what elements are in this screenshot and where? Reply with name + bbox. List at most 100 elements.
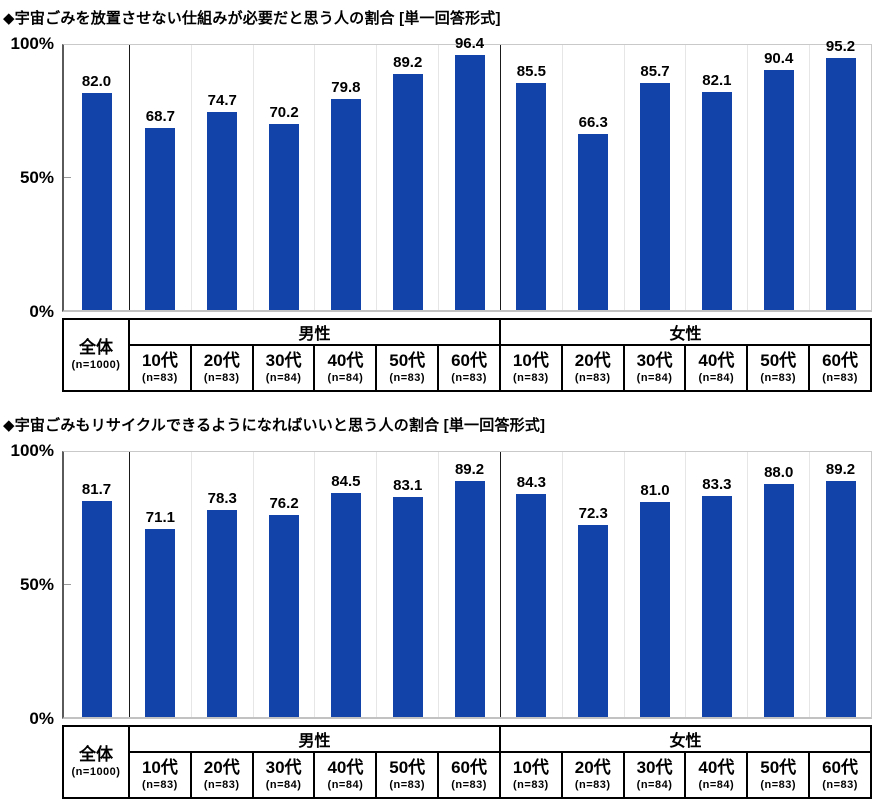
bar-column: 71.1: [130, 452, 192, 717]
bar-value-label: 83.3: [702, 476, 732, 494]
bar-value-label: 89.2: [825, 460, 856, 478]
bar-column: 83.1: [377, 452, 440, 717]
total-label: 全体: [79, 745, 113, 765]
age-label: 20代: [203, 351, 240, 371]
bar-column: 82.1: [686, 45, 749, 310]
table-age-cell: 30代 (n=84): [251, 344, 316, 392]
n-label: (n=84): [265, 778, 302, 791]
bar: [207, 112, 238, 310]
bar: [640, 502, 671, 717]
bar-value-label: 89.2: [393, 53, 423, 71]
table-age-cell: 30代 (n=84): [622, 344, 687, 392]
chart-block-space-debris-rules: ◆宇宙ごみを放置させない仕組みが必要だと思う人の割合 [単一回答形式] 100%…: [0, 0, 880, 392]
n-label: (n=83): [574, 371, 611, 384]
y-axis-tick-50: [64, 583, 71, 585]
table-age-cell: 40代 (n=84): [684, 751, 749, 799]
bar-column: 89.2: [810, 452, 871, 717]
table-age-cell: 20代 (n=83): [189, 751, 254, 799]
bar-column: 79.8: [315, 45, 378, 310]
n-label: (n=84): [636, 371, 673, 384]
bar-value-label: 82.1: [702, 72, 732, 90]
bar-column: 89.2: [439, 452, 501, 717]
bar: [454, 54, 485, 310]
table-age-cell: 20代 (n=83): [189, 344, 254, 392]
bar: [578, 134, 609, 310]
table-age-cell: 40代 (n=84): [313, 344, 378, 392]
y-axis-label-100: 100%: [10, 34, 54, 53]
bar-column: 74.7: [192, 45, 254, 310]
bar-value-label: 78.3: [207, 489, 237, 507]
age-label: 10代: [512, 758, 549, 778]
table-age-cell: 10代 (n=83): [498, 344, 563, 392]
plot-area-wrapper: 100% 50% 0% 82.0 68.7 74.7 70.2 79.8 89.2 96.4…: [11, 34, 872, 321]
table-age-cell: 60代 (n=83): [808, 751, 872, 799]
bar-column: 95.2: [810, 38, 871, 310]
bar-column: 66.3: [563, 45, 625, 310]
n-label: (n=84): [698, 778, 735, 791]
table-age-cell: 40代 (n=84): [684, 344, 749, 392]
bar: [640, 82, 671, 310]
n-label: (n=83): [142, 778, 178, 791]
bar: [763, 483, 794, 717]
bar-column: 70.2: [254, 45, 316, 310]
age-label: 20代: [574, 758, 611, 778]
y-axis-label-50: 50%: [19, 168, 54, 187]
bar-value-label: 81.7: [81, 480, 112, 498]
table-total-cell: 全体 (n=1000): [62, 725, 130, 799]
bar: [81, 500, 112, 717]
bar: [145, 127, 176, 310]
y-axis-label-50: 50%: [19, 575, 54, 594]
age-label: 30代: [265, 758, 302, 778]
age-label: 40代: [698, 758, 735, 778]
bar-value-label: 95.2: [825, 37, 856, 55]
y-axis-label-100: 100%: [10, 441, 54, 460]
age-label: 10代: [141, 351, 178, 371]
chart-title: ◆宇宙ごみもリサイクルできるようになればいいと思う人の割合 [単一回答形式]: [3, 417, 546, 434]
n-label: (n=83): [389, 778, 426, 791]
bar: [825, 57, 856, 310]
table-age-cell: 60代 (n=83): [808, 344, 872, 392]
bar-column: 82.0: [64, 45, 130, 310]
category-axis-table: 全体 (n=1000) 男性 女性 10代 (n=83) 20代 (n=83) 30代 (n=84…: [62, 725, 873, 799]
age-label: 40代: [327, 758, 364, 778]
age-label: 60代: [451, 351, 488, 371]
bar-value-label: 88.0: [764, 463, 794, 481]
age-label: 10代: [141, 758, 178, 778]
chart-block-space-debris-recycle: ◆宇宙ごみもリサイクルできるようになればいいと思う人の割合 [単一回答形式] 1…: [0, 407, 880, 799]
bar-value-label: 79.8: [331, 78, 361, 96]
table-age-cell: 50代 (n=83): [375, 751, 440, 799]
bar: [330, 98, 361, 310]
n-label: (n=83): [822, 371, 858, 384]
y-axis-label-0: 0%: [29, 302, 54, 321]
n-label: (n=83): [513, 778, 549, 791]
bar-value-label: 74.7: [207, 92, 237, 110]
age-label: 30代: [636, 351, 673, 371]
age-label: 10代: [512, 351, 549, 371]
bar: [578, 525, 609, 717]
bar-column: 96.4: [439, 35, 501, 310]
n-label: (n=83): [142, 371, 178, 384]
bar: [207, 509, 238, 717]
bar: [825, 480, 856, 717]
table-group-header: 女性: [498, 318, 873, 346]
table-age-cell: 10代 (n=83): [128, 344, 192, 392]
bar: [269, 123, 300, 310]
bar: [81, 92, 112, 310]
age-label: 30代: [265, 351, 302, 371]
bar-value-label: 81.0: [640, 482, 670, 500]
bar-value-label: 83.1: [393, 476, 423, 494]
bar: [269, 515, 300, 717]
n-label: (n=83): [203, 778, 240, 791]
bar-value-label: 85.5: [516, 63, 546, 81]
bar: [330, 493, 361, 717]
bar-column: 81.0: [625, 452, 687, 717]
n-label: (n=83): [389, 371, 426, 384]
age-label: 20代: [574, 351, 611, 371]
table-age-cell: 10代 (n=83): [498, 751, 563, 799]
bar-value-label: 76.2: [269, 495, 299, 513]
bar-column: 88.0: [748, 452, 811, 717]
table-age-cell: 50代 (n=83): [375, 344, 440, 392]
age-label: 50代: [760, 351, 797, 371]
table-age-cell: 30代 (n=84): [622, 751, 687, 799]
table-age-cell: 30代 (n=84): [251, 751, 316, 799]
